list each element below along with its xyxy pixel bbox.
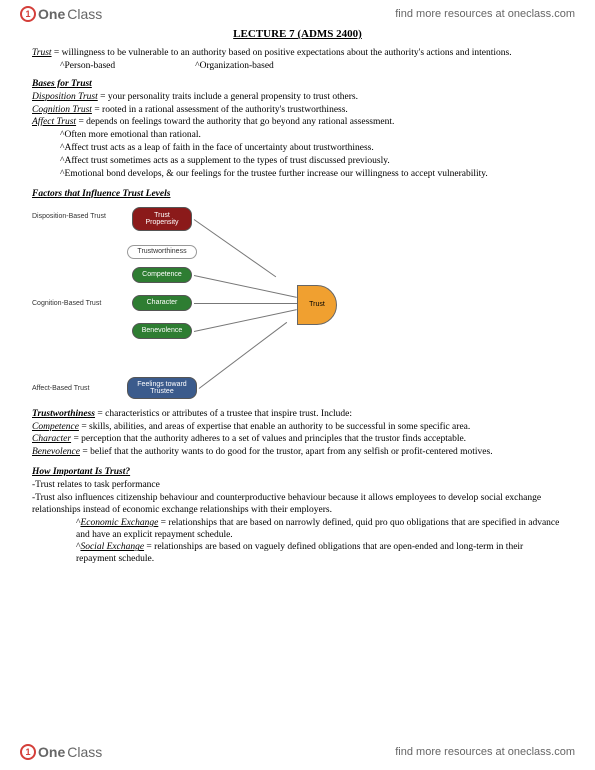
social-text: = relationships are based on vaguely def… (76, 542, 523, 564)
benevolence-def: Benevolence = belief that the authority … (32, 447, 563, 459)
affect-term: Affect Trust (32, 117, 76, 127)
line-1 (194, 219, 276, 277)
box-character: Character (132, 295, 192, 311)
trustworthiness-def: Trustworthiness = characteristics or att… (32, 409, 563, 421)
affect-b1: ^Often more emotional than rational. (32, 130, 563, 142)
benevolence-term: Benevolence (32, 447, 80, 457)
line-2 (194, 275, 297, 298)
box-trustworthiness: Trustworthiness (127, 245, 197, 259)
disposition-trust: Disposition Trust = your personality tra… (32, 92, 563, 104)
importance-heading: How Important Is Trust? (32, 467, 563, 479)
disposition-term: Disposition Trust (32, 92, 98, 102)
character-def: Character = perception that the authorit… (32, 434, 563, 446)
person-based: ^Person-based (60, 61, 115, 71)
trust-subtypes: ^Person-based ^Organization-based (32, 61, 563, 73)
page-header: 1 OneClass find more resources at onecla… (0, 0, 595, 28)
trust-definition: Trust = willingness to be vulnerable to … (32, 48, 563, 60)
logo-icon: 1 (20, 6, 36, 22)
footer-brand-one: One (38, 744, 65, 760)
competence-def: Competence = skills, abilities, and area… (32, 422, 563, 434)
affect-trust: Affect Trust = depends on feelings towar… (32, 117, 563, 129)
trust-diagram: Disposition-Based Trust Cognition-Based … (32, 205, 372, 405)
footer-tagline: find more resources at oneclass.com (395, 746, 575, 758)
affect-b3: ^Affect trust sometimes acts as a supple… (32, 156, 563, 168)
diagram-label-disposition: Disposition-Based Trust (32, 213, 106, 220)
character-term: Character (32, 434, 71, 444)
benevolence-text: = belief that the authority wants to do … (80, 447, 493, 457)
tw-text: = characteristics or attributes of a tru… (95, 409, 352, 419)
tw-heading: Trustworthiness (32, 409, 95, 419)
cognition-term: Cognition Trust (32, 105, 92, 115)
header-tagline: find more resources at oneclass.com (395, 8, 575, 20)
document-content: LECTURE 7 (ADMS 2400) Trust = willingnes… (0, 28, 595, 566)
social-exchange: ^Social Exchange = relationships are bas… (32, 542, 563, 566)
importance-p1: -Trust relates to task performance (32, 480, 563, 492)
factors-heading: Factors that Influence Trust Levels (32, 189, 563, 201)
page-footer: 1 OneClass find more resources at onecla… (0, 738, 595, 766)
org-based: ^Organization-based (195, 61, 274, 71)
social-term: Social Exchange (80, 542, 144, 552)
lecture-title: LECTURE 7 (ADMS 2400) (32, 28, 563, 40)
affect-b4: ^Emotional bond develops, & our feelings… (32, 169, 563, 181)
bases-heading: Bases for Trust (32, 79, 563, 91)
box-propensity: Trust Propensity (132, 207, 192, 231)
line-4 (194, 309, 297, 332)
econ-term: Economic Exchange (80, 518, 158, 528)
competence-text: = skills, abilities, and areas of expert… (79, 422, 470, 432)
economic-exchange: ^Economic Exchange = relationships that … (32, 518, 563, 542)
brand-one: One (38, 6, 65, 22)
footer-brand-class: Class (67, 744, 102, 760)
line-5 (199, 322, 287, 389)
box-feelings: Feelings toward Trustee (127, 377, 197, 399)
box-trust: Trust (297, 285, 337, 325)
competence-term: Competence (32, 422, 79, 432)
cognition-trust: Cognition Trust = rooted in a rational a… (32, 105, 563, 117)
box-competence: Competence (132, 267, 192, 283)
footer-logo: 1 OneClass (20, 744, 102, 760)
diagram-label-affect: Affect-Based Trust (32, 385, 89, 392)
trust-text: = willingness to be vulnerable to an aut… (52, 48, 512, 58)
disposition-text: = your personality traits include a gene… (98, 92, 358, 102)
cognition-text: = rooted in a rational assessment of the… (92, 105, 348, 115)
character-text: = perception that the authority adheres … (71, 434, 466, 444)
diagram-label-cognition: Cognition-Based Trust (32, 300, 101, 307)
box-benevolence: Benevolence (132, 323, 192, 339)
affect-text: = depends on feelings toward the authori… (76, 117, 394, 127)
footer-logo-icon: 1 (20, 744, 36, 760)
importance-p2: -Trust also influences citizenship behav… (32, 493, 563, 517)
trust-term: Trust (32, 48, 52, 58)
brand-class: Class (67, 6, 102, 22)
line-3 (194, 303, 297, 304)
affect-b2: ^Affect trust acts as a leap of faith in… (32, 143, 563, 155)
brand-logo: 1 OneClass (20, 6, 102, 22)
